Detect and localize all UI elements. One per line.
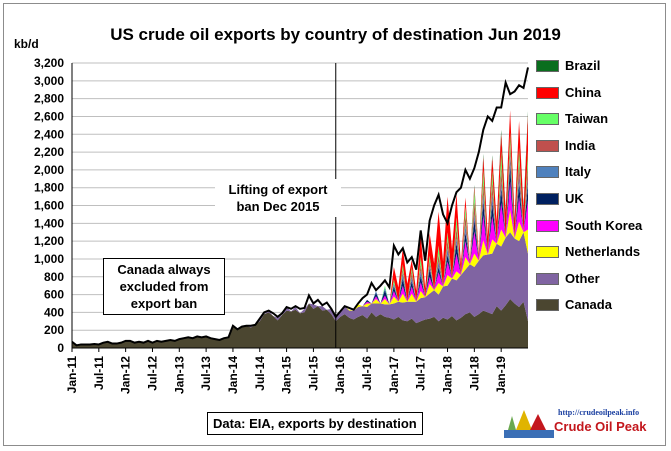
y-tick-label: 2,000 bbox=[34, 163, 64, 177]
legend-swatch bbox=[536, 246, 559, 259]
annotation-canada: Canada always excluded from export ban bbox=[103, 258, 225, 315]
legend-label: Taiwan bbox=[565, 111, 609, 127]
y-tick-label: 2,400 bbox=[34, 127, 64, 141]
legend-swatch bbox=[536, 166, 559, 179]
legend-swatch bbox=[536, 219, 559, 232]
x-tick-label: Jul-15 bbox=[306, 356, 320, 391]
logo-ground bbox=[504, 430, 554, 438]
x-tick-label: Jan-16 bbox=[333, 356, 347, 394]
y-axis-label: kb/d bbox=[14, 37, 39, 51]
y-tick-label: 3,200 bbox=[34, 56, 64, 70]
x-tick-label: Jul-17 bbox=[414, 356, 428, 391]
x-tick-label: Jan-17 bbox=[387, 356, 401, 394]
legend-swatch bbox=[536, 86, 559, 99]
legend-label: India bbox=[565, 137, 596, 153]
y-tick-label: 1,800 bbox=[34, 181, 64, 195]
legend-label: Other bbox=[565, 270, 600, 286]
x-tick-label: Jan-15 bbox=[280, 356, 294, 394]
oil-drops-icon bbox=[504, 410, 554, 438]
x-tick-label: Jan-18 bbox=[441, 356, 455, 394]
legend-label: UK bbox=[565, 190, 584, 206]
legend-swatch bbox=[536, 192, 559, 205]
x-tick-label: Jul-16 bbox=[360, 356, 374, 391]
annotation-lifting-line2: ban Dec 2015 bbox=[236, 199, 320, 214]
legend-swatch bbox=[536, 299, 559, 312]
x-tick-label: Jul-18 bbox=[467, 356, 481, 391]
stacked-areas bbox=[71, 67, 529, 348]
y-tick-label: 2,600 bbox=[34, 109, 64, 123]
legend-swatch bbox=[536, 272, 559, 285]
annotation-canada-line2: excluded from bbox=[119, 279, 209, 294]
legend-label: Netherlands bbox=[565, 244, 641, 260]
x-tick-label: Jan-14 bbox=[226, 356, 240, 394]
chart-title: US crude oil exports by country of desti… bbox=[110, 25, 561, 44]
source-note: Data: EIA, exports by destination bbox=[207, 412, 423, 435]
y-tick-label: 400 bbox=[44, 305, 64, 319]
y-tick-label: 1,200 bbox=[34, 234, 64, 248]
legend-label: China bbox=[565, 84, 602, 100]
crude-oil-peak-logo[interactable]: http://crudeoilpeak.info Crude Oil Peak bbox=[504, 408, 662, 440]
logo-url[interactable]: http://crudeoilpeak.info bbox=[558, 408, 640, 417]
y-tick-label: 1,400 bbox=[34, 216, 64, 230]
y-tick-label: 1,000 bbox=[34, 252, 64, 266]
y-tick-label: 1,600 bbox=[34, 199, 64, 213]
logo-peak-3 bbox=[530, 414, 546, 430]
annotation-canada-line3: export ban bbox=[130, 296, 198, 311]
y-tick-label: 800 bbox=[44, 270, 64, 284]
x-tick-label: Jan-12 bbox=[119, 356, 133, 394]
x-tick-label: Jul-11 bbox=[92, 356, 106, 390]
annotation-lifting-line1: Lifting of export bbox=[228, 182, 328, 197]
legend-swatch bbox=[536, 139, 559, 152]
annotation-lifting: Lifting of export ban Dec 2015 bbox=[215, 179, 341, 217]
y-tick-label: 600 bbox=[44, 288, 64, 302]
area-other bbox=[72, 232, 528, 346]
legend-label: Canada bbox=[565, 297, 612, 313]
x-tick-label: Jul-12 bbox=[145, 356, 159, 391]
legend-label: Brazil bbox=[565, 58, 601, 73]
x-tick-label: Jan-13 bbox=[172, 356, 186, 394]
legend-swatch bbox=[536, 60, 559, 72]
total-line bbox=[71, 67, 529, 347]
legend-swatch bbox=[536, 113, 559, 126]
y-tick-label: 2,800 bbox=[34, 92, 64, 106]
y-tick-label: 3,000 bbox=[34, 74, 64, 88]
logo-brand: Crude Oil Peak bbox=[554, 419, 647, 434]
logo-peak-1 bbox=[508, 416, 516, 430]
annotation-canada-line1: Canada always bbox=[117, 262, 211, 277]
x-tick-label: Jul-14 bbox=[253, 356, 267, 391]
y-tick-label: 2,200 bbox=[34, 145, 64, 159]
x-tick-labels: Jan-11 Jul-11 Jan-12 Jul-12 Jan-13 Jul-13 Jan-… bbox=[65, 348, 508, 394]
y-tick-label: 0 bbox=[57, 341, 64, 355]
area-canada bbox=[72, 299, 528, 348]
y-tick-labels: 0 200 400 600 800 1,000 1,200 1,400 1,600 1,800 2,… bbox=[34, 56, 64, 355]
x-tick-label: Jan-11 bbox=[65, 356, 79, 394]
y-tick-label: 200 bbox=[44, 323, 64, 337]
legend-label: Italy bbox=[565, 164, 592, 180]
logo-peak-2 bbox=[516, 410, 532, 430]
x-tick-label: Jan-19 bbox=[494, 356, 508, 394]
legend-label: South Korea bbox=[565, 217, 643, 233]
x-tick-label: Jul-13 bbox=[199, 356, 213, 391]
